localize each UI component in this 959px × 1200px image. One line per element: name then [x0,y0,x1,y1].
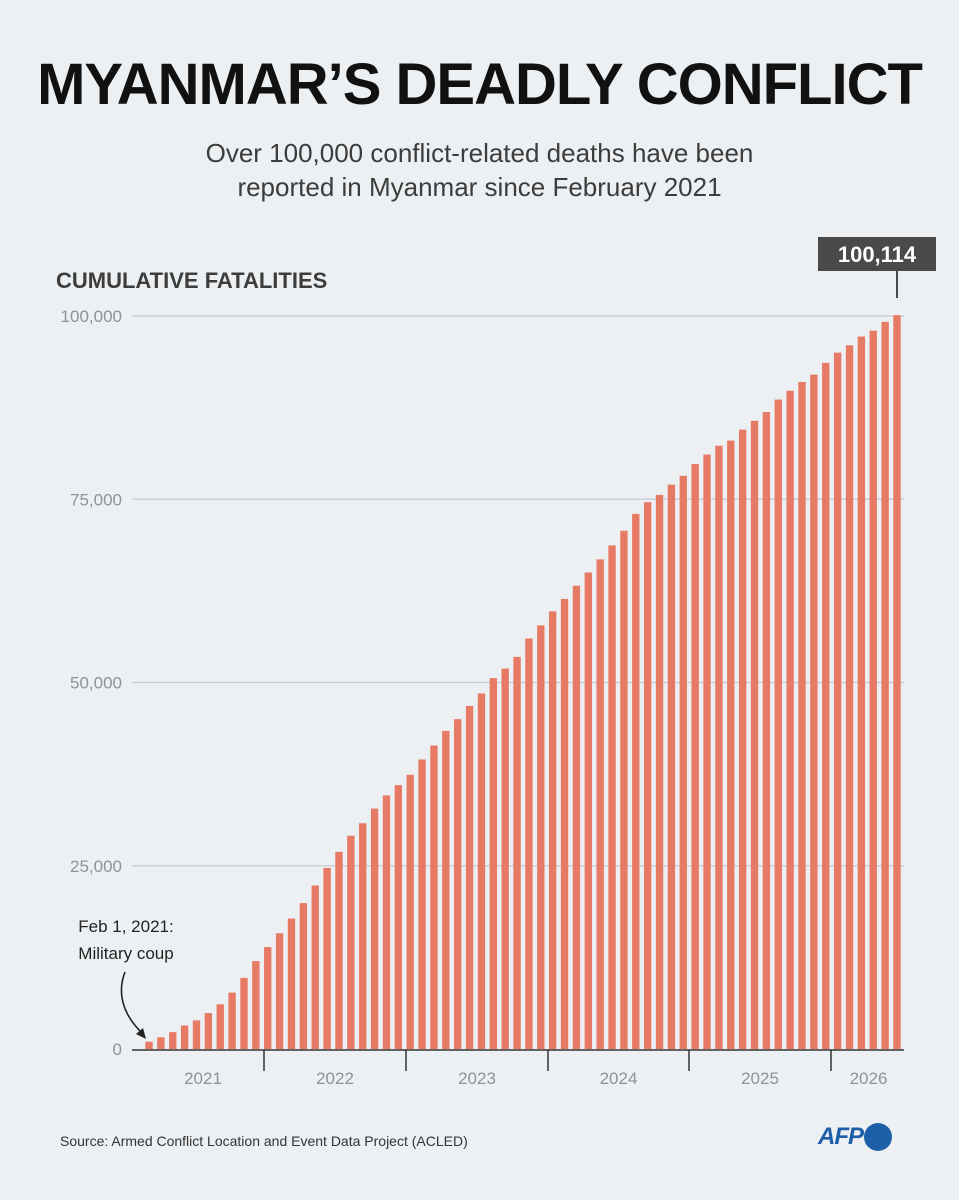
page-title: MYANMAR’S DEADLY CONFLICT [37,52,923,117]
bar [549,611,557,1049]
x-tick-label: 2023 [458,1069,496,1088]
bar [477,693,486,1049]
callout-value: 100,114 [838,242,917,267]
source-note: Source: Armed Conflict Location and Even… [60,1133,468,1149]
bar [501,668,509,1049]
bar [738,429,747,1049]
bar [216,1004,224,1049]
x-tick-label: 2026 [850,1069,888,1088]
bar [893,315,901,1049]
bar [560,598,569,1049]
y-tick-label: 0 [113,1040,122,1059]
bar [275,933,284,1049]
bar [857,336,866,1049]
bar [608,545,616,1049]
bar [762,412,771,1049]
bar [157,1037,165,1049]
y-tick-labels: 0 25,000 50,000 75,000 100,000 [61,307,122,1059]
annotation-arrowhead [136,1028,146,1039]
bar [845,345,854,1049]
bar [442,730,450,1049]
bar [228,992,236,1049]
bar [691,464,699,1049]
bar [240,977,248,1049]
bar [513,656,521,1049]
bar [727,440,735,1049]
bar [774,399,782,1049]
bar [869,330,877,1049]
bar [822,362,830,1049]
bar [192,1020,201,1049]
bar [465,705,474,1049]
bar [204,1013,213,1049]
bar [264,947,272,1049]
bar [667,484,676,1050]
x-tick-label: 2025 [741,1069,779,1088]
bar [382,795,391,1049]
bar [323,867,331,1049]
bar [430,745,438,1049]
bar [347,835,355,1049]
y-axis-title: CUMULATIVE FATALITIES [56,268,327,293]
bar [655,494,664,1049]
bar [180,1025,189,1049]
bar [810,374,818,1049]
latest-value-callout: 100,114 [818,237,936,298]
y-tick-label: 25,000 [70,857,122,876]
y-tick-label: 75,000 [70,490,122,509]
bar [299,903,308,1049]
bar [287,918,296,1049]
bar [418,759,426,1049]
coup-annotation: Feb 1, 2021: Military coup [78,917,174,1039]
bar [750,420,759,1050]
y-tick-label: 100,000 [61,307,122,326]
subtitle-line-2: reported in Myanmar since February 2021 [237,172,722,202]
afp-logo: AFP [818,1122,892,1152]
bar [335,851,343,1049]
page-subtitle: Over 100,000 conflict-related deaths hav… [0,136,959,204]
bar [584,572,592,1049]
afp-logo-text: AFP [818,1123,864,1150]
afp-logo-dot-icon [864,1123,892,1151]
bar [833,352,842,1049]
annotation-line-1: Feb 1, 2021: [78,917,173,936]
callout-box [818,237,936,271]
x-tick-label: 2022 [316,1069,354,1088]
bar [525,638,533,1049]
bar [679,475,687,1049]
bar [632,513,640,1049]
bar [715,445,723,1050]
bar [169,1032,177,1049]
bar [454,719,462,1049]
bar [620,530,628,1049]
bar [359,823,367,1049]
bar [489,678,497,1049]
bar [145,1041,153,1049]
bar [370,808,379,1049]
x-axis: 2021 2022 2023 2024 2025 2026 [184,1050,887,1088]
x-tick-label: 2021 [184,1069,222,1088]
subtitle-line-1: Over 100,000 conflict-related deaths hav… [205,138,754,168]
bar [572,585,581,1049]
bar [537,625,545,1049]
bar [798,381,806,1050]
bar [786,390,794,1049]
y-tick-label: 50,000 [70,674,122,693]
bar [643,502,652,1049]
bar [311,885,319,1049]
bar [252,961,260,1049]
x-tick-label: 2024 [600,1069,638,1088]
bar [394,785,403,1049]
annotation-line-2: Military coup [78,944,173,963]
annotation-arrow [120,971,144,1035]
bar [703,454,711,1049]
bar [406,774,414,1049]
bars-group [145,315,901,1050]
bar [881,321,889,1049]
bar [596,559,604,1049]
